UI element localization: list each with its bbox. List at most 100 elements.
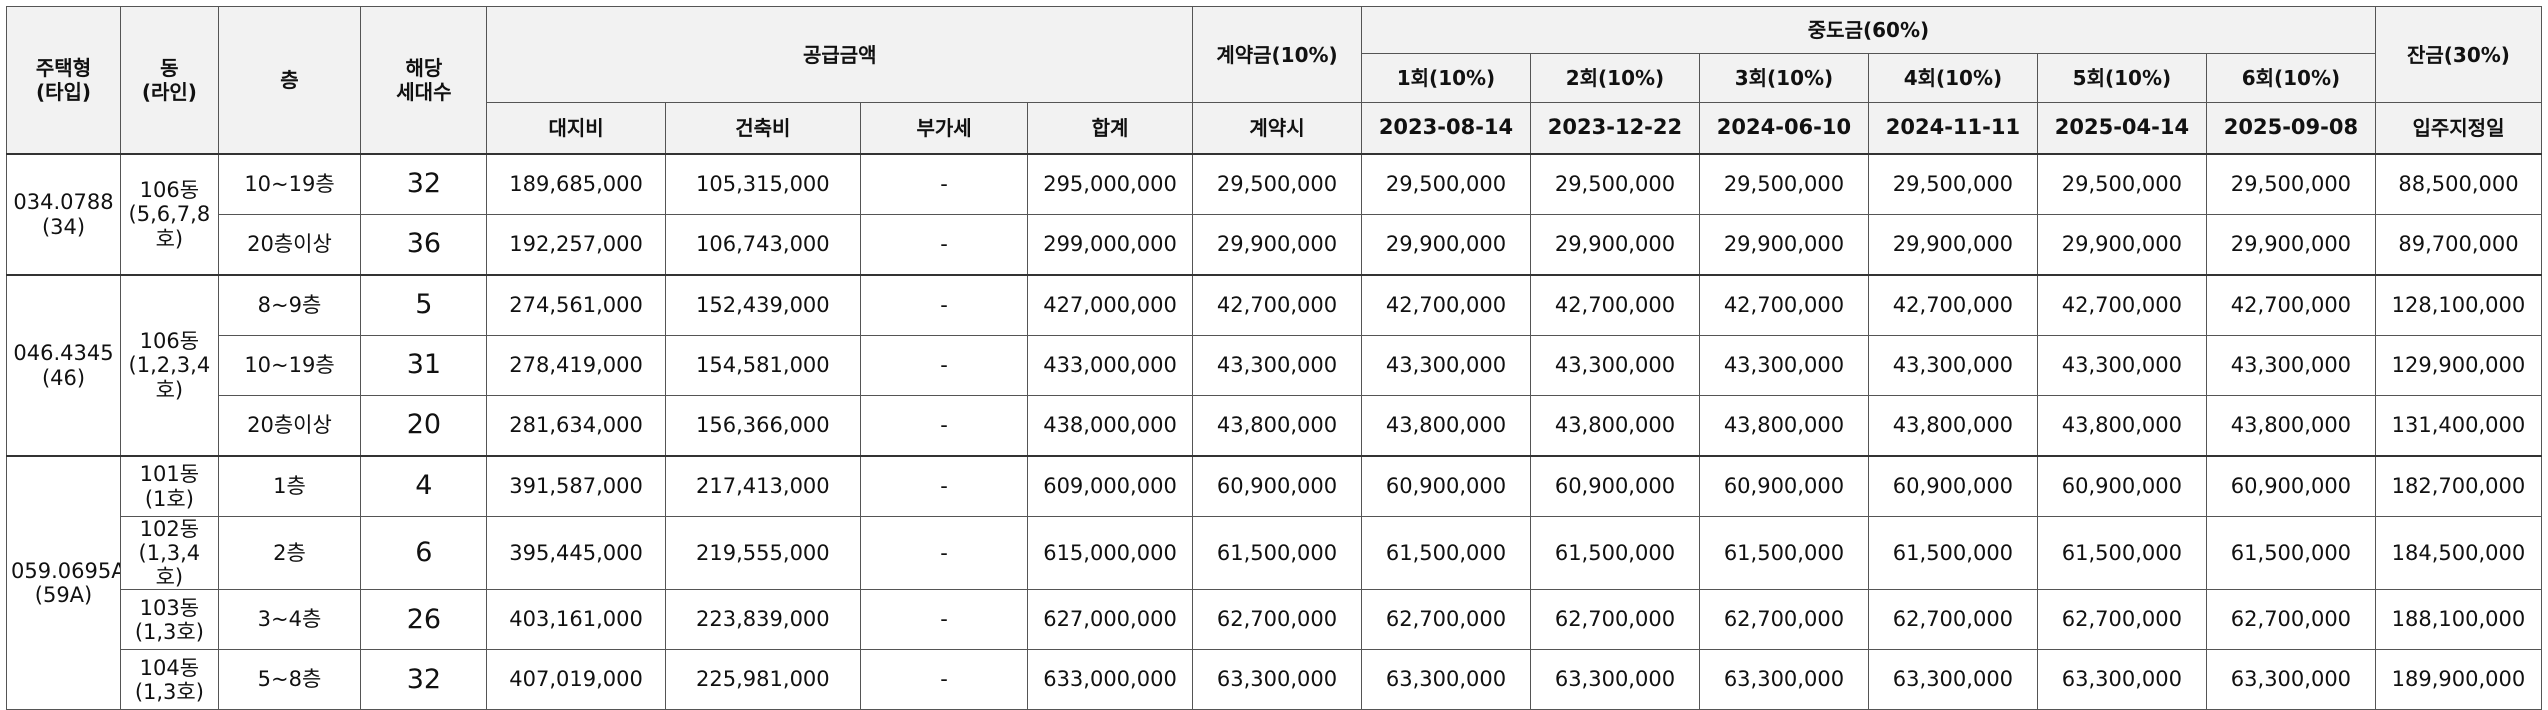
land-cost-cell: 278,419,000	[486, 335, 666, 396]
installment-6-cell: 29,900,000	[2205, 214, 2376, 276]
installment-2-cell: 62,700,000	[1529, 589, 1700, 651]
table-row: 046.4345 (46) 106동 (1,2,3,4호) 8~9층 5 274,5…	[5, 274, 2543, 457]
floor-cell: 5~8층	[217, 649, 362, 710]
header-installment-5: 5회(10%)	[2036, 53, 2207, 103]
balance-cell: 89,700,000	[2374, 214, 2543, 276]
installment-3-cell: 61,500,000	[1698, 515, 1869, 591]
deposit-cell: 29,500,000	[1192, 153, 1362, 215]
installment-2-cell: 43,300,000	[1529, 335, 1700, 396]
header-deposit: 계약금(10%)	[1192, 6, 1362, 103]
installment-5-cell: 61,500,000	[2036, 515, 2207, 591]
installment-4-cell: 43,800,000	[1867, 395, 2038, 457]
table-row: 10~19층 31 278,419,000 154,581,000 - 433,…	[7, 335, 2543, 396]
installment-6-cell: 62,700,000	[2205, 589, 2376, 651]
land-cost-cell: 192,257,000	[486, 214, 666, 276]
units-cell: 20	[360, 395, 488, 457]
land-cost-cell: 281,634,000	[486, 395, 666, 457]
building-cost-cell: 106,743,000	[664, 214, 862, 276]
installment-4-cell: 29,900,000	[1867, 214, 2038, 276]
installment-2-cell: 43,800,000	[1529, 395, 1700, 457]
installment-3-cell: 42,700,000	[1698, 274, 1869, 336]
installment-4-cell: 43,300,000	[1867, 335, 2038, 396]
header-installment-3: 3회(10%)	[1698, 53, 1869, 103]
header-installment-1-date: 2023-08-14	[1360, 102, 1531, 155]
installment-6-cell: 29,500,000	[2205, 153, 2376, 215]
installment-4-cell: 62,700,000	[1867, 589, 2038, 651]
table-row: 20층이상 20 281,634,000 156,366,000 - 438,0…	[7, 395, 2543, 457]
header-installment-3-date: 2024-06-10	[1698, 102, 1869, 155]
dong-cell: 101동 (1호)	[120, 455, 219, 517]
installment-1-cell: 29,900,000	[1360, 214, 1531, 276]
table-row: 059.0695A (59A) 101동 (1호) 1층 4 391,587,000…	[5, 455, 2543, 710]
floor-cell: 20층이상	[217, 214, 362, 276]
installment-1-cell: 60,900,000	[1360, 455, 1531, 517]
floor-cell: 1층	[217, 455, 362, 517]
land-cost-cell: 391,587,000	[486, 455, 666, 517]
installment-2-cell: 29,500,000	[1529, 153, 1700, 215]
header-land-cost: 대지비	[486, 102, 666, 155]
vat-cell: -	[860, 335, 1029, 396]
header-type: 주택형 (타입)	[5, 6, 122, 155]
installment-3-cell: 43,300,000	[1698, 335, 1869, 396]
units-cell: 32	[360, 649, 488, 710]
units-cell: 31	[360, 335, 488, 396]
header-installment-5-date: 2025-04-14	[2036, 102, 2207, 155]
total-cell: 633,000,000	[1027, 649, 1193, 710]
installment-5-cell: 42,700,000	[2036, 274, 2207, 336]
table-row: 20층이상 36 192,257,000 106,743,000 - 299,0…	[7, 214, 2543, 276]
header-building-cost: 건축비	[664, 102, 862, 155]
dong-cell: 106동 (1,2,3,4호)	[120, 274, 219, 457]
balance-cell: 184,500,000	[2374, 515, 2543, 591]
header-vat: 부가세	[860, 102, 1029, 155]
header-total: 합계	[1027, 102, 1193, 155]
building-cost-cell: 152,439,000	[664, 274, 862, 336]
installment-3-cell: 63,300,000	[1698, 649, 1869, 710]
installment-4-cell: 29,500,000	[1867, 153, 2038, 215]
land-cost-cell: 274,561,000	[486, 274, 666, 336]
deposit-cell: 60,900,000	[1192, 455, 1362, 517]
installment-5-cell: 43,300,000	[2036, 335, 2207, 396]
total-cell: 295,000,000	[1027, 153, 1193, 215]
floor-cell: 2층	[217, 515, 362, 591]
installment-2-cell: 63,300,000	[1529, 649, 1700, 710]
deposit-cell: 42,700,000	[1192, 274, 1362, 336]
installment-5-cell: 29,900,000	[2036, 214, 2207, 276]
vat-cell: -	[860, 649, 1029, 710]
total-cell: 615,000,000	[1027, 515, 1193, 591]
total-cell: 438,000,000	[1027, 395, 1193, 457]
floor-cell: 10~19층	[217, 153, 362, 215]
installment-2-cell: 29,900,000	[1529, 214, 1700, 276]
vat-cell: -	[860, 515, 1029, 591]
floor-cell: 20층이상	[217, 395, 362, 457]
vat-cell: -	[860, 214, 1029, 276]
vat-cell: -	[860, 274, 1029, 336]
installment-6-cell: 43,800,000	[2205, 395, 2376, 457]
installment-5-cell: 43,800,000	[2036, 395, 2207, 457]
header-installment-4: 4회(10%)	[1867, 53, 2038, 103]
installment-3-cell: 29,500,000	[1698, 153, 1869, 215]
land-cost-cell: 395,445,000	[486, 515, 666, 591]
installment-2-cell: 61,500,000	[1529, 515, 1700, 591]
installment-4-cell: 63,300,000	[1867, 649, 2038, 710]
installment-5-cell: 60,900,000	[2036, 455, 2207, 517]
header-installment-1: 1회(10%)	[1360, 53, 1531, 103]
installment-2-cell: 60,900,000	[1529, 455, 1700, 517]
installment-5-cell: 62,700,000	[2036, 589, 2207, 651]
header-middle-payment: 중도금(60%)	[1360, 6, 2376, 54]
land-cost-cell: 189,685,000	[486, 153, 666, 215]
building-cost-cell: 217,413,000	[664, 455, 862, 517]
installment-5-cell: 63,300,000	[2036, 649, 2207, 710]
deposit-cell: 43,800,000	[1192, 395, 1362, 457]
building-cost-cell: 223,839,000	[664, 589, 862, 651]
deposit-cell: 29,900,000	[1192, 214, 1362, 276]
installment-6-cell: 63,300,000	[2205, 649, 2376, 710]
land-cost-cell: 403,161,000	[486, 589, 666, 651]
building-cost-cell: 154,581,000	[664, 335, 862, 396]
deposit-cell: 62,700,000	[1192, 589, 1362, 651]
installment-1-cell: 61,500,000	[1360, 515, 1531, 591]
dong-cell: 106동 (5,6,7,8호)	[120, 153, 219, 276]
type-cell: 046.4345 (46)	[5, 274, 122, 457]
header-installment-2: 2회(10%)	[1529, 53, 1700, 103]
balance-cell: 129,900,000	[2374, 335, 2543, 396]
balance-cell: 128,100,000	[2374, 274, 2543, 336]
